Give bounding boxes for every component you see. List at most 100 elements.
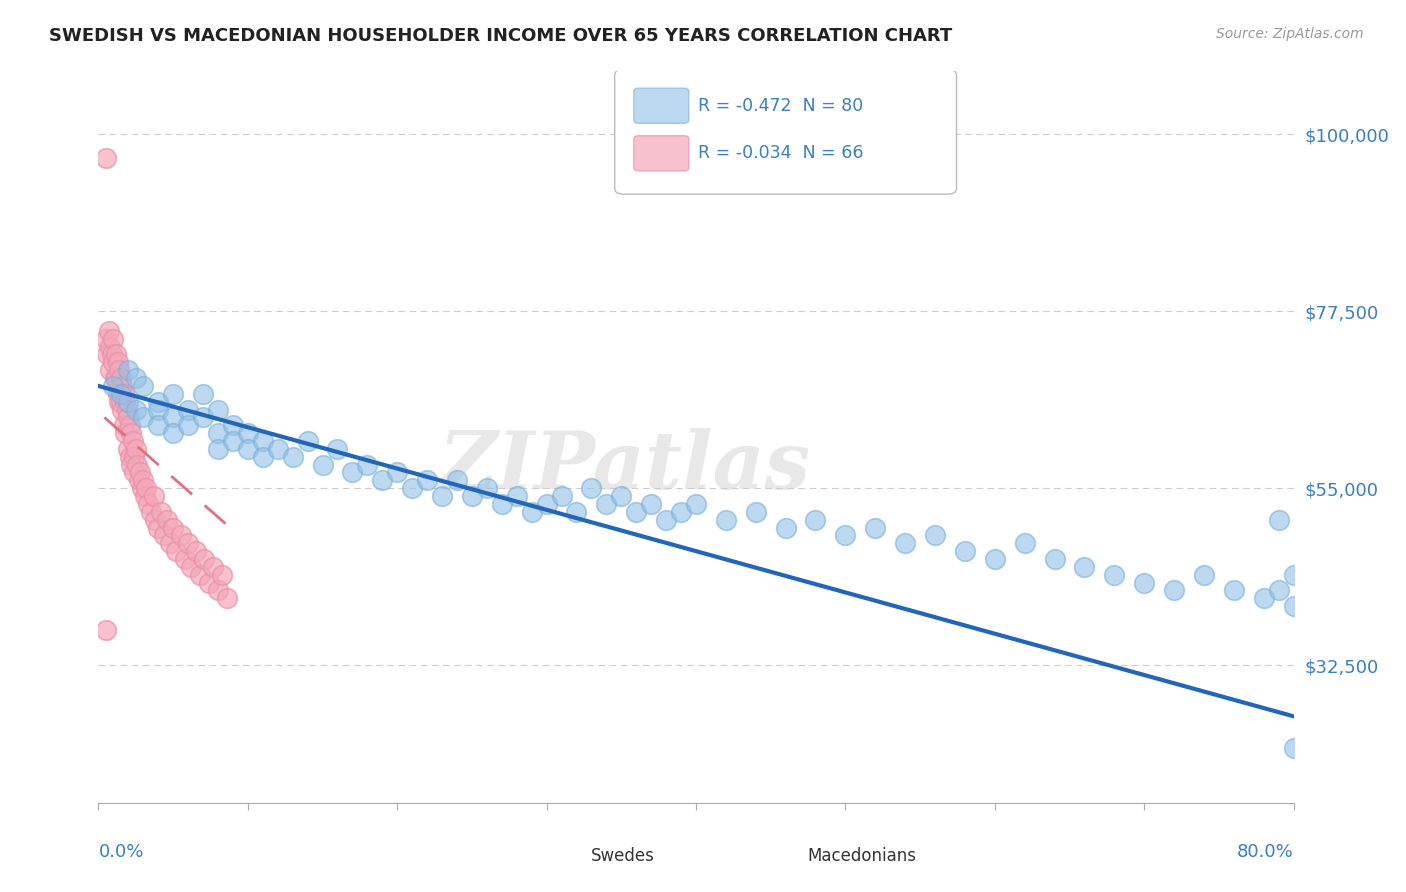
Point bbox=[1163, 583, 1185, 598]
Text: R = -0.472  N = 80: R = -0.472 N = 80 bbox=[699, 96, 863, 115]
Point bbox=[1267, 583, 1289, 598]
Point bbox=[1282, 567, 1305, 582]
Point bbox=[148, 402, 170, 417]
FancyBboxPatch shape bbox=[634, 88, 689, 123]
Point bbox=[385, 466, 409, 480]
Point bbox=[222, 418, 245, 433]
Point bbox=[1133, 575, 1156, 590]
Point bbox=[121, 434, 143, 448]
Point bbox=[132, 410, 155, 425]
Point bbox=[162, 410, 184, 425]
Point bbox=[640, 497, 662, 511]
Point bbox=[114, 426, 136, 441]
Point bbox=[96, 347, 118, 361]
Point bbox=[1073, 559, 1095, 574]
Point bbox=[461, 489, 484, 503]
Point bbox=[745, 505, 768, 519]
Point bbox=[169, 528, 191, 542]
Point bbox=[984, 552, 1007, 566]
Point bbox=[131, 481, 153, 495]
Point bbox=[1192, 567, 1215, 582]
Point bbox=[111, 379, 134, 393]
Point bbox=[953, 544, 976, 558]
Point bbox=[127, 458, 149, 472]
Point bbox=[97, 324, 120, 338]
Point bbox=[685, 497, 707, 511]
Point bbox=[1043, 552, 1066, 566]
Point bbox=[326, 442, 349, 456]
Text: ZIPatlas: ZIPatlas bbox=[439, 427, 810, 505]
Text: 80.0%: 80.0% bbox=[1237, 843, 1294, 861]
Point bbox=[148, 394, 170, 409]
Point bbox=[475, 481, 498, 495]
Point bbox=[491, 497, 513, 511]
Point bbox=[252, 434, 274, 448]
Text: Source: ZipAtlas.com: Source: ZipAtlas.com bbox=[1216, 27, 1364, 41]
Text: Swedes: Swedes bbox=[591, 847, 655, 865]
Point bbox=[1223, 583, 1246, 598]
Point bbox=[177, 418, 200, 433]
Point bbox=[1253, 591, 1275, 606]
Text: Macedonians: Macedonians bbox=[807, 847, 917, 865]
Point bbox=[107, 355, 129, 369]
Point bbox=[207, 426, 229, 441]
Point bbox=[610, 489, 633, 503]
Point bbox=[207, 442, 229, 456]
Point bbox=[236, 442, 259, 456]
Point bbox=[103, 379, 125, 393]
Point bbox=[401, 481, 423, 495]
Point bbox=[124, 466, 146, 480]
Point bbox=[118, 418, 141, 433]
Point bbox=[1014, 536, 1036, 550]
Point bbox=[177, 536, 200, 550]
Point bbox=[114, 394, 136, 409]
Point bbox=[118, 450, 141, 464]
Point bbox=[669, 505, 692, 519]
Point bbox=[120, 426, 142, 441]
Point bbox=[105, 347, 128, 361]
Point bbox=[143, 513, 166, 527]
Point bbox=[117, 410, 139, 425]
Point bbox=[894, 536, 917, 550]
FancyBboxPatch shape bbox=[524, 842, 583, 870]
Point bbox=[595, 497, 617, 511]
Point bbox=[120, 458, 142, 472]
Point bbox=[865, 520, 887, 534]
Point bbox=[134, 489, 156, 503]
Point bbox=[129, 466, 152, 480]
Point bbox=[297, 434, 319, 448]
FancyBboxPatch shape bbox=[634, 136, 689, 171]
Point bbox=[180, 559, 202, 574]
Point bbox=[162, 387, 184, 401]
Point bbox=[177, 402, 200, 417]
Point bbox=[191, 410, 214, 425]
Point bbox=[139, 505, 162, 519]
Point bbox=[775, 520, 797, 534]
Point bbox=[132, 379, 155, 393]
Point bbox=[267, 442, 290, 456]
Point bbox=[110, 394, 132, 409]
Point bbox=[135, 481, 157, 495]
Point bbox=[156, 513, 179, 527]
Point bbox=[117, 442, 139, 456]
Point bbox=[202, 559, 225, 574]
Point bbox=[162, 426, 184, 441]
Point bbox=[132, 473, 155, 487]
Point bbox=[136, 497, 159, 511]
FancyBboxPatch shape bbox=[740, 842, 799, 870]
Point bbox=[94, 623, 117, 637]
Point bbox=[188, 567, 211, 582]
Point bbox=[626, 505, 648, 519]
Point bbox=[215, 591, 238, 606]
Point bbox=[550, 489, 572, 503]
Point bbox=[446, 473, 468, 487]
FancyBboxPatch shape bbox=[614, 70, 956, 194]
Point bbox=[311, 458, 333, 472]
Point bbox=[191, 387, 214, 401]
Point bbox=[184, 544, 207, 558]
Point bbox=[148, 520, 170, 534]
Point bbox=[804, 513, 827, 527]
Point bbox=[174, 552, 197, 566]
Point bbox=[211, 567, 233, 582]
Point bbox=[198, 575, 221, 590]
